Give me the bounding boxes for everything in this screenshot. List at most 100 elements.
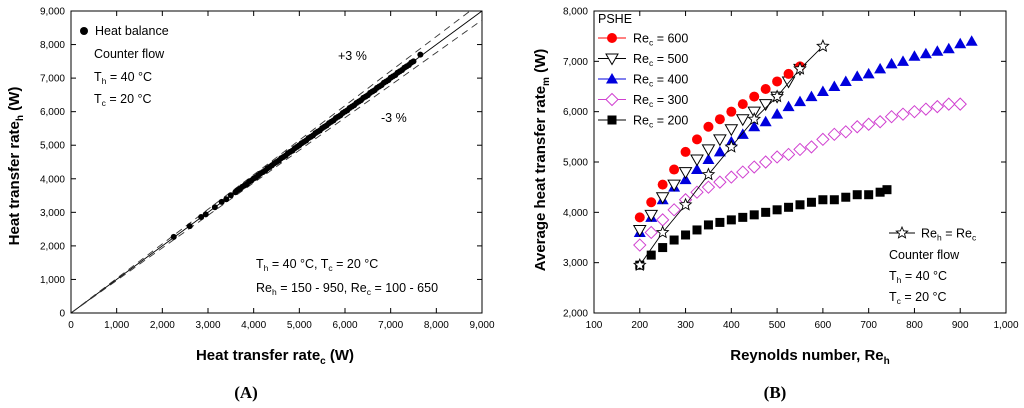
b-data-point — [816, 39, 830, 53]
b-data-point — [852, 190, 862, 200]
b-data-point — [919, 47, 932, 59]
b-data-point — [793, 142, 807, 157]
b-data-point — [646, 250, 656, 260]
b-legend-marker — [895, 225, 909, 239]
b-data-point — [772, 76, 783, 87]
b-data-point — [930, 99, 945, 114]
b-x-tick-label: 1,000 — [993, 320, 1018, 331]
b-data-point — [737, 99, 748, 110]
b-data-point — [692, 134, 702, 145]
b-data-point — [724, 170, 739, 184]
a-data-point — [198, 214, 205, 221]
b-data-point — [655, 225, 670, 239]
b-data-point — [771, 108, 784, 119]
b-data-point — [724, 139, 739, 153]
b-data-point — [795, 200, 805, 210]
b-data-point — [850, 120, 864, 134]
b-data-point — [747, 112, 762, 126]
b-x-axis-title: Reynolds number, Reh — [730, 347, 889, 367]
b-data-point — [667, 203, 681, 217]
b-data-point — [782, 100, 795, 112]
b-data-point — [827, 127, 842, 142]
a-tick-labels: 0 1,000 2,000 3,000 4,000 5,000 6,000 7,000 8,00… — [40, 7, 495, 332]
a-data-point — [417, 51, 424, 58]
b-th-label: Th = 40 °C — [889, 269, 947, 285]
a-y-tick-label: 9,000 — [40, 7, 65, 18]
b-data-point — [657, 179, 668, 190]
b-data-point — [805, 90, 818, 102]
b-data-point — [942, 42, 955, 54]
b-data-point — [783, 68, 794, 79]
b-data-point — [749, 210, 759, 220]
a-x-tick-label: 8,000 — [424, 320, 449, 331]
b-legend-marker — [605, 92, 619, 107]
b-data-point — [644, 225, 658, 240]
b-data-point — [828, 80, 841, 91]
b-series-re-c-200 — [635, 185, 892, 270]
b-y-tick-label: 8,000 — [563, 7, 588, 18]
b-legend-reh-rec: Reh = Rec — [889, 225, 977, 243]
b-data-point — [874, 62, 887, 74]
b-chart-title: PSHE — [598, 12, 632, 26]
a-legend-marker — [80, 27, 88, 35]
a-x-tick-label: 6,000 — [332, 320, 357, 331]
b-data-point — [632, 224, 647, 237]
b-legend-marker — [607, 115, 617, 125]
b-data-point — [655, 213, 670, 227]
b-x-tick-label: 300 — [677, 320, 694, 331]
a-tc-label: Tc = 20 °C — [94, 92, 152, 108]
b-y-tick-label: 4,000 — [563, 208, 588, 219]
b-data-point — [758, 99, 773, 112]
b-legend-label: Reh = Rec — [921, 227, 977, 243]
b-legend-label: Rec = 300 — [633, 93, 688, 109]
b-data-point — [942, 97, 956, 111]
a-x-tick-label: 9,000 — [469, 320, 494, 331]
b-data-point — [839, 125, 853, 139]
b-data-point — [760, 84, 771, 95]
panel-b: 100 200 300 400 500 600 700 800 900 1,000 2,000 3,0… — [532, 7, 1019, 403]
b-data-point — [873, 115, 887, 129]
a-data-point — [223, 196, 230, 203]
b-legend-label: Rec = 400 — [633, 73, 688, 89]
a-data-points — [170, 51, 424, 240]
b-data-point — [861, 117, 876, 131]
b-data-point — [714, 114, 725, 125]
b-legend-label: Rec = 600 — [633, 32, 688, 48]
b-data-point — [680, 146, 691, 157]
a-line-minus3 — [70, 19, 483, 314]
b-data-point — [897, 55, 909, 66]
b-series-re-h-re-c — [632, 39, 830, 271]
b-data-point — [759, 115, 772, 127]
b-data-point — [784, 202, 794, 212]
a-x-tick-label: 1,000 — [104, 320, 129, 331]
panel-label-b: (B) — [764, 383, 787, 402]
b-data-point — [678, 167, 693, 180]
b-data-point — [931, 45, 944, 56]
a-y-tick-label: 0 — [59, 309, 65, 320]
a-y-tick-label: 3,000 — [40, 208, 65, 219]
a-data-point — [227, 192, 234, 199]
b-data-point — [770, 150, 784, 164]
b-data-point — [646, 197, 657, 208]
b-data-point — [681, 230, 691, 240]
b-data-point — [703, 121, 714, 132]
a-y-tick-label: 7,000 — [40, 74, 65, 85]
b-data-point — [851, 70, 864, 81]
a-th-label: Th = 40 °C — [94, 70, 152, 86]
b-y-tick-label: 7,000 — [563, 57, 588, 68]
b-data-point — [965, 35, 978, 46]
b-data-point — [701, 144, 716, 157]
a-condition-line2: Reh = 150 - 950, Rec = 100 - 650 — [256, 281, 438, 297]
b-data-point — [908, 50, 921, 61]
b-legend-marker — [605, 53, 619, 66]
b-data-point — [747, 160, 761, 174]
b-data-point — [736, 165, 750, 179]
b-data-point — [644, 209, 659, 222]
b-legend-marker — [606, 73, 618, 84]
a-y-tick-label: 5,000 — [40, 141, 65, 152]
a-x-tick-label: 4,000 — [241, 320, 266, 331]
b-data-point — [633, 238, 647, 252]
a-condition-line1: Th = 40 °C, Tc = 20 °C — [256, 257, 378, 273]
b-x-tick-label: 600 — [815, 320, 832, 331]
a-legend-label: Heat balance — [95, 24, 169, 38]
